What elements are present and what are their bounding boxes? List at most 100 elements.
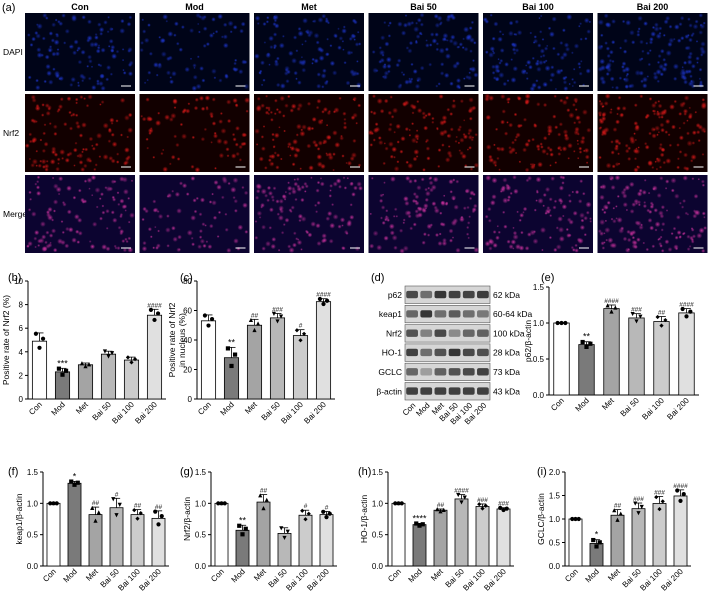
cell-nucleus	[224, 212, 228, 216]
x-tick-label: Con	[563, 567, 580, 584]
cell-nucleus	[273, 43, 278, 49]
cell-nucleus	[542, 193, 547, 197]
cell-nucleus	[673, 99, 677, 104]
cell-nucleus	[41, 113, 45, 117]
cell-nucleus	[491, 36, 496, 41]
cell-nucleus	[345, 80, 351, 86]
bar	[100, 353, 117, 400]
x-tick-label: Met	[429, 567, 445, 583]
cell-nucleus	[402, 73, 406, 77]
cell-nucleus	[109, 117, 115, 123]
cell-nucleus	[681, 70, 687, 76]
cell-nucleus	[142, 206, 147, 212]
cell-nucleus	[427, 186, 431, 190]
cell-nucleus	[213, 76, 217, 80]
cell-nucleus	[347, 160, 352, 166]
cell-nucleus	[696, 130, 701, 135]
cell-nucleus	[77, 81, 80, 85]
data-point	[264, 497, 269, 502]
cell-nucleus	[178, 47, 183, 52]
cell-nucleus	[683, 60, 688, 65]
cell-nucleus	[202, 26, 208, 32]
cell-nucleus	[37, 244, 41, 247]
cell-nucleus	[87, 76, 92, 81]
cell-nucleus	[659, 244, 663, 248]
cell-nucleus	[462, 37, 465, 41]
cell-nucleus	[90, 65, 94, 69]
cell-nucleus	[146, 115, 152, 122]
cell-nucleus	[446, 134, 450, 138]
cell-nucleus	[416, 185, 422, 191]
cell-nucleus	[282, 34, 285, 38]
significance-label: #	[304, 503, 308, 510]
cell-nucleus	[691, 63, 696, 69]
cell-nucleus	[198, 212, 203, 217]
cell-nucleus	[304, 184, 309, 189]
cell-nucleus	[410, 77, 414, 81]
cell-nucleus	[119, 198, 125, 204]
cell-nucleus	[265, 20, 269, 24]
bar	[67, 482, 82, 567]
cell-nucleus	[389, 230, 395, 236]
cell-nucleus	[431, 201, 437, 207]
cell-nucleus	[41, 246, 48, 252]
cell-nucleus	[329, 60, 336, 67]
cell-nucleus	[689, 79, 696, 86]
cell-nucleus	[76, 240, 81, 244]
cell-nucleus	[581, 135, 586, 141]
data-point	[684, 314, 689, 319]
cell-nucleus	[224, 74, 229, 79]
cell-nucleus	[328, 109, 331, 113]
cell-nucleus	[105, 226, 109, 230]
cell-nucleus	[388, 141, 394, 147]
data-point	[317, 296, 323, 302]
cell-nucleus	[672, 226, 677, 231]
cell-nucleus	[574, 100, 578, 104]
cell-nucleus	[415, 129, 419, 132]
cell-nucleus	[557, 146, 560, 150]
cell-nucleus	[88, 240, 92, 243]
cell-nucleus	[691, 141, 696, 145]
cell-nucleus	[601, 116, 607, 122]
cell-nucleus	[523, 69, 527, 73]
cell-nucleus	[682, 175, 688, 181]
cell-nucleus	[690, 239, 695, 244]
significance-label: ***	[57, 358, 68, 368]
cell-nucleus	[494, 76, 500, 82]
cell-nucleus	[414, 200, 420, 206]
cell-nucleus	[698, 227, 705, 234]
cell-nucleus	[649, 204, 655, 209]
cell-nucleus	[358, 185, 363, 191]
cell-nucleus	[684, 166, 690, 172]
blot-band	[434, 290, 447, 299]
cell-nucleus	[400, 71, 404, 74]
cell-nucleus	[463, 77, 466, 80]
blot-band	[462, 387, 475, 395]
cell-nucleus	[423, 232, 427, 237]
cell-nucleus	[53, 209, 56, 213]
cell-nucleus	[693, 193, 699, 199]
cell-nucleus	[94, 142, 99, 147]
x-tick-label: Mod	[407, 567, 424, 584]
data-point	[660, 499, 665, 504]
cell-nucleus	[636, 165, 639, 168]
blot-band	[420, 329, 433, 337]
cell-nucleus	[472, 192, 476, 197]
cell-nucleus	[93, 167, 97, 171]
cell-nucleus	[660, 249, 665, 253]
cell-nucleus	[88, 187, 91, 190]
cell-nucleus	[568, 82, 571, 86]
cell-nucleus	[676, 157, 680, 161]
cell-nucleus	[668, 143, 673, 147]
cell-nucleus	[353, 99, 356, 102]
cell-nucleus	[504, 62, 509, 67]
cell-nucleus	[605, 46, 611, 51]
cell-nucleus	[273, 32, 278, 37]
cell-nucleus	[332, 152, 336, 156]
bar	[315, 301, 332, 400]
cell-nucleus	[192, 63, 197, 68]
cell-nucleus	[380, 216, 383, 220]
cell-nucleus	[181, 133, 188, 140]
cell-nucleus	[258, 216, 262, 219]
cell-nucleus	[88, 59, 93, 64]
